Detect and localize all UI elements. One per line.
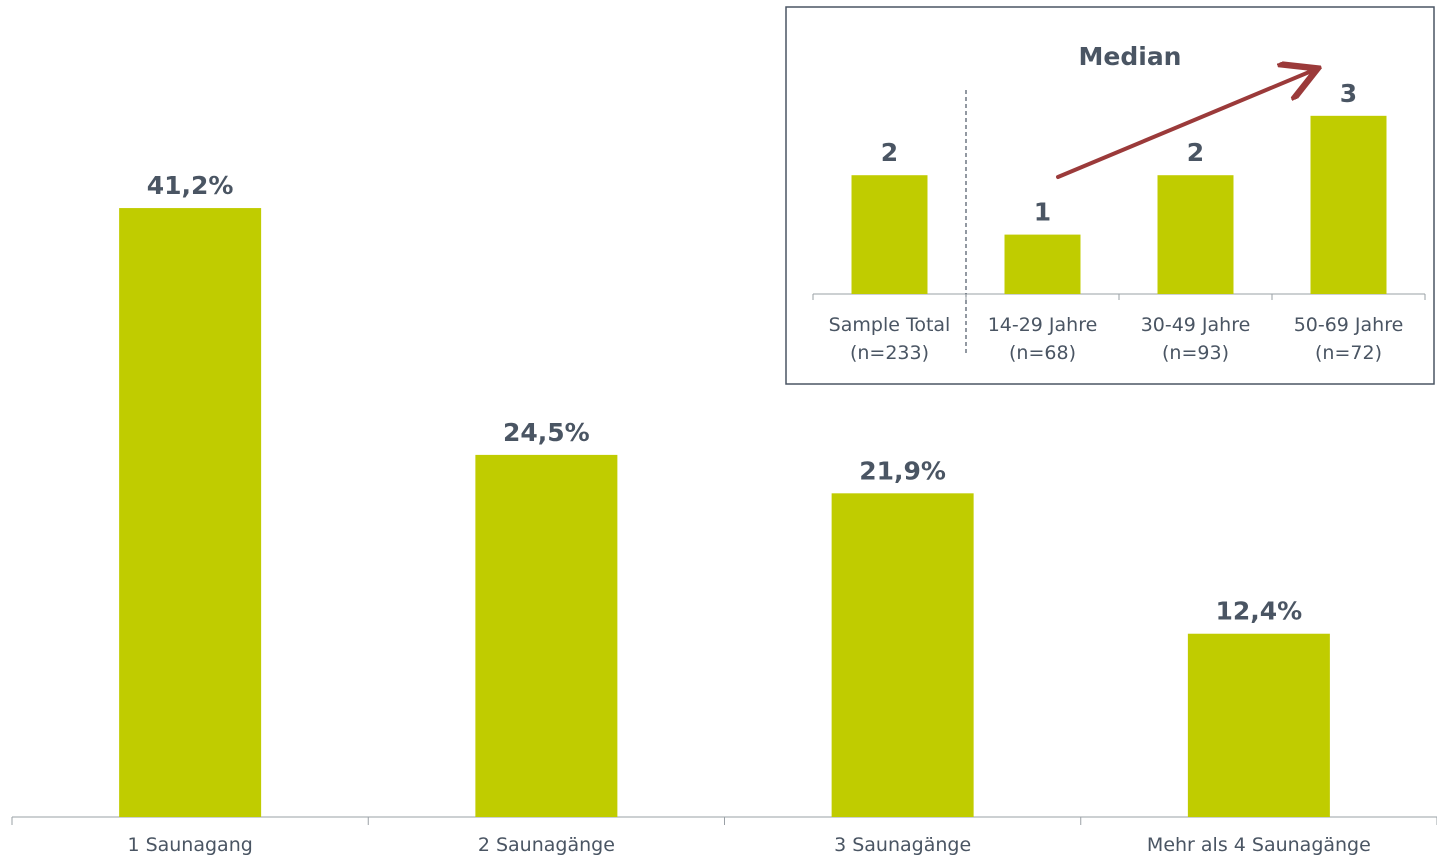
main-bar xyxy=(119,208,262,818)
inset-category-label: (n=233) xyxy=(850,342,929,364)
main-category-labels: 1 Saunagang 2 Saunagänge 3 Saunagänge Mehr … xyxy=(127,834,1370,856)
inset-value-labels: 2 1 2 3 xyxy=(881,79,1357,227)
inset-bar xyxy=(1004,234,1081,294)
main-category-label: 3 Saunagänge xyxy=(834,834,971,856)
main-bars xyxy=(119,208,1330,818)
main-category-label: 2 Saunagänge xyxy=(478,834,615,856)
main-x-ticks xyxy=(11,817,1437,825)
main-category-label: 1 Saunagang xyxy=(127,834,252,856)
main-bar xyxy=(475,454,618,817)
main-value-label: 12,4% xyxy=(1216,597,1303,626)
inset-bar xyxy=(851,175,928,294)
main-value-labels: 41,2% 24,5% 21,9% 12,4% xyxy=(147,171,1302,626)
main-bar xyxy=(831,493,974,817)
inset-category-labels: Sample Total (n=233) 14-29 Jahre (n=68) 30-4… xyxy=(829,314,1404,364)
main-bar-chart: 41,2% 24,5% 21,9% 12,4% 1 Saunagang 2 Saunag… xyxy=(11,171,1437,856)
trend-arrow xyxy=(1056,70,1314,179)
inset-value-label: 3 xyxy=(1340,79,1357,108)
inset-category-label: (n=72) xyxy=(1315,342,1382,364)
inset-bar xyxy=(1157,175,1234,294)
inset-value-label: 1 xyxy=(1034,198,1051,227)
inset-bar xyxy=(1310,115,1387,295)
inset-category-label: 30-49 Jahre xyxy=(1141,314,1251,336)
main-bar xyxy=(1187,633,1330,817)
median-inset-chart: Median 2 1 2 3 Sample Total (n=233) 14-29 Jah… xyxy=(785,6,1435,385)
inset-value-label: 2 xyxy=(881,138,898,167)
inset-title: Median xyxy=(1079,42,1182,71)
main-value-label: 41,2% xyxy=(147,171,234,200)
inset-bars xyxy=(851,115,1387,295)
main-value-label: 21,9% xyxy=(859,456,946,485)
inset-category-label: 14-29 Jahre xyxy=(988,314,1098,336)
inset-value-label: 2 xyxy=(1187,138,1204,167)
inset-x-ticks xyxy=(812,294,1426,300)
main-category-label: Mehr als 4 Saunagänge xyxy=(1147,834,1371,856)
main-value-label: 24,5% xyxy=(503,418,590,447)
inset-category-label: (n=68) xyxy=(1009,342,1076,364)
inset-category-label: (n=93) xyxy=(1162,342,1229,364)
inset-category-label: 50-69 Jahre xyxy=(1294,314,1404,336)
inset-category-label: Sample Total xyxy=(829,314,951,336)
